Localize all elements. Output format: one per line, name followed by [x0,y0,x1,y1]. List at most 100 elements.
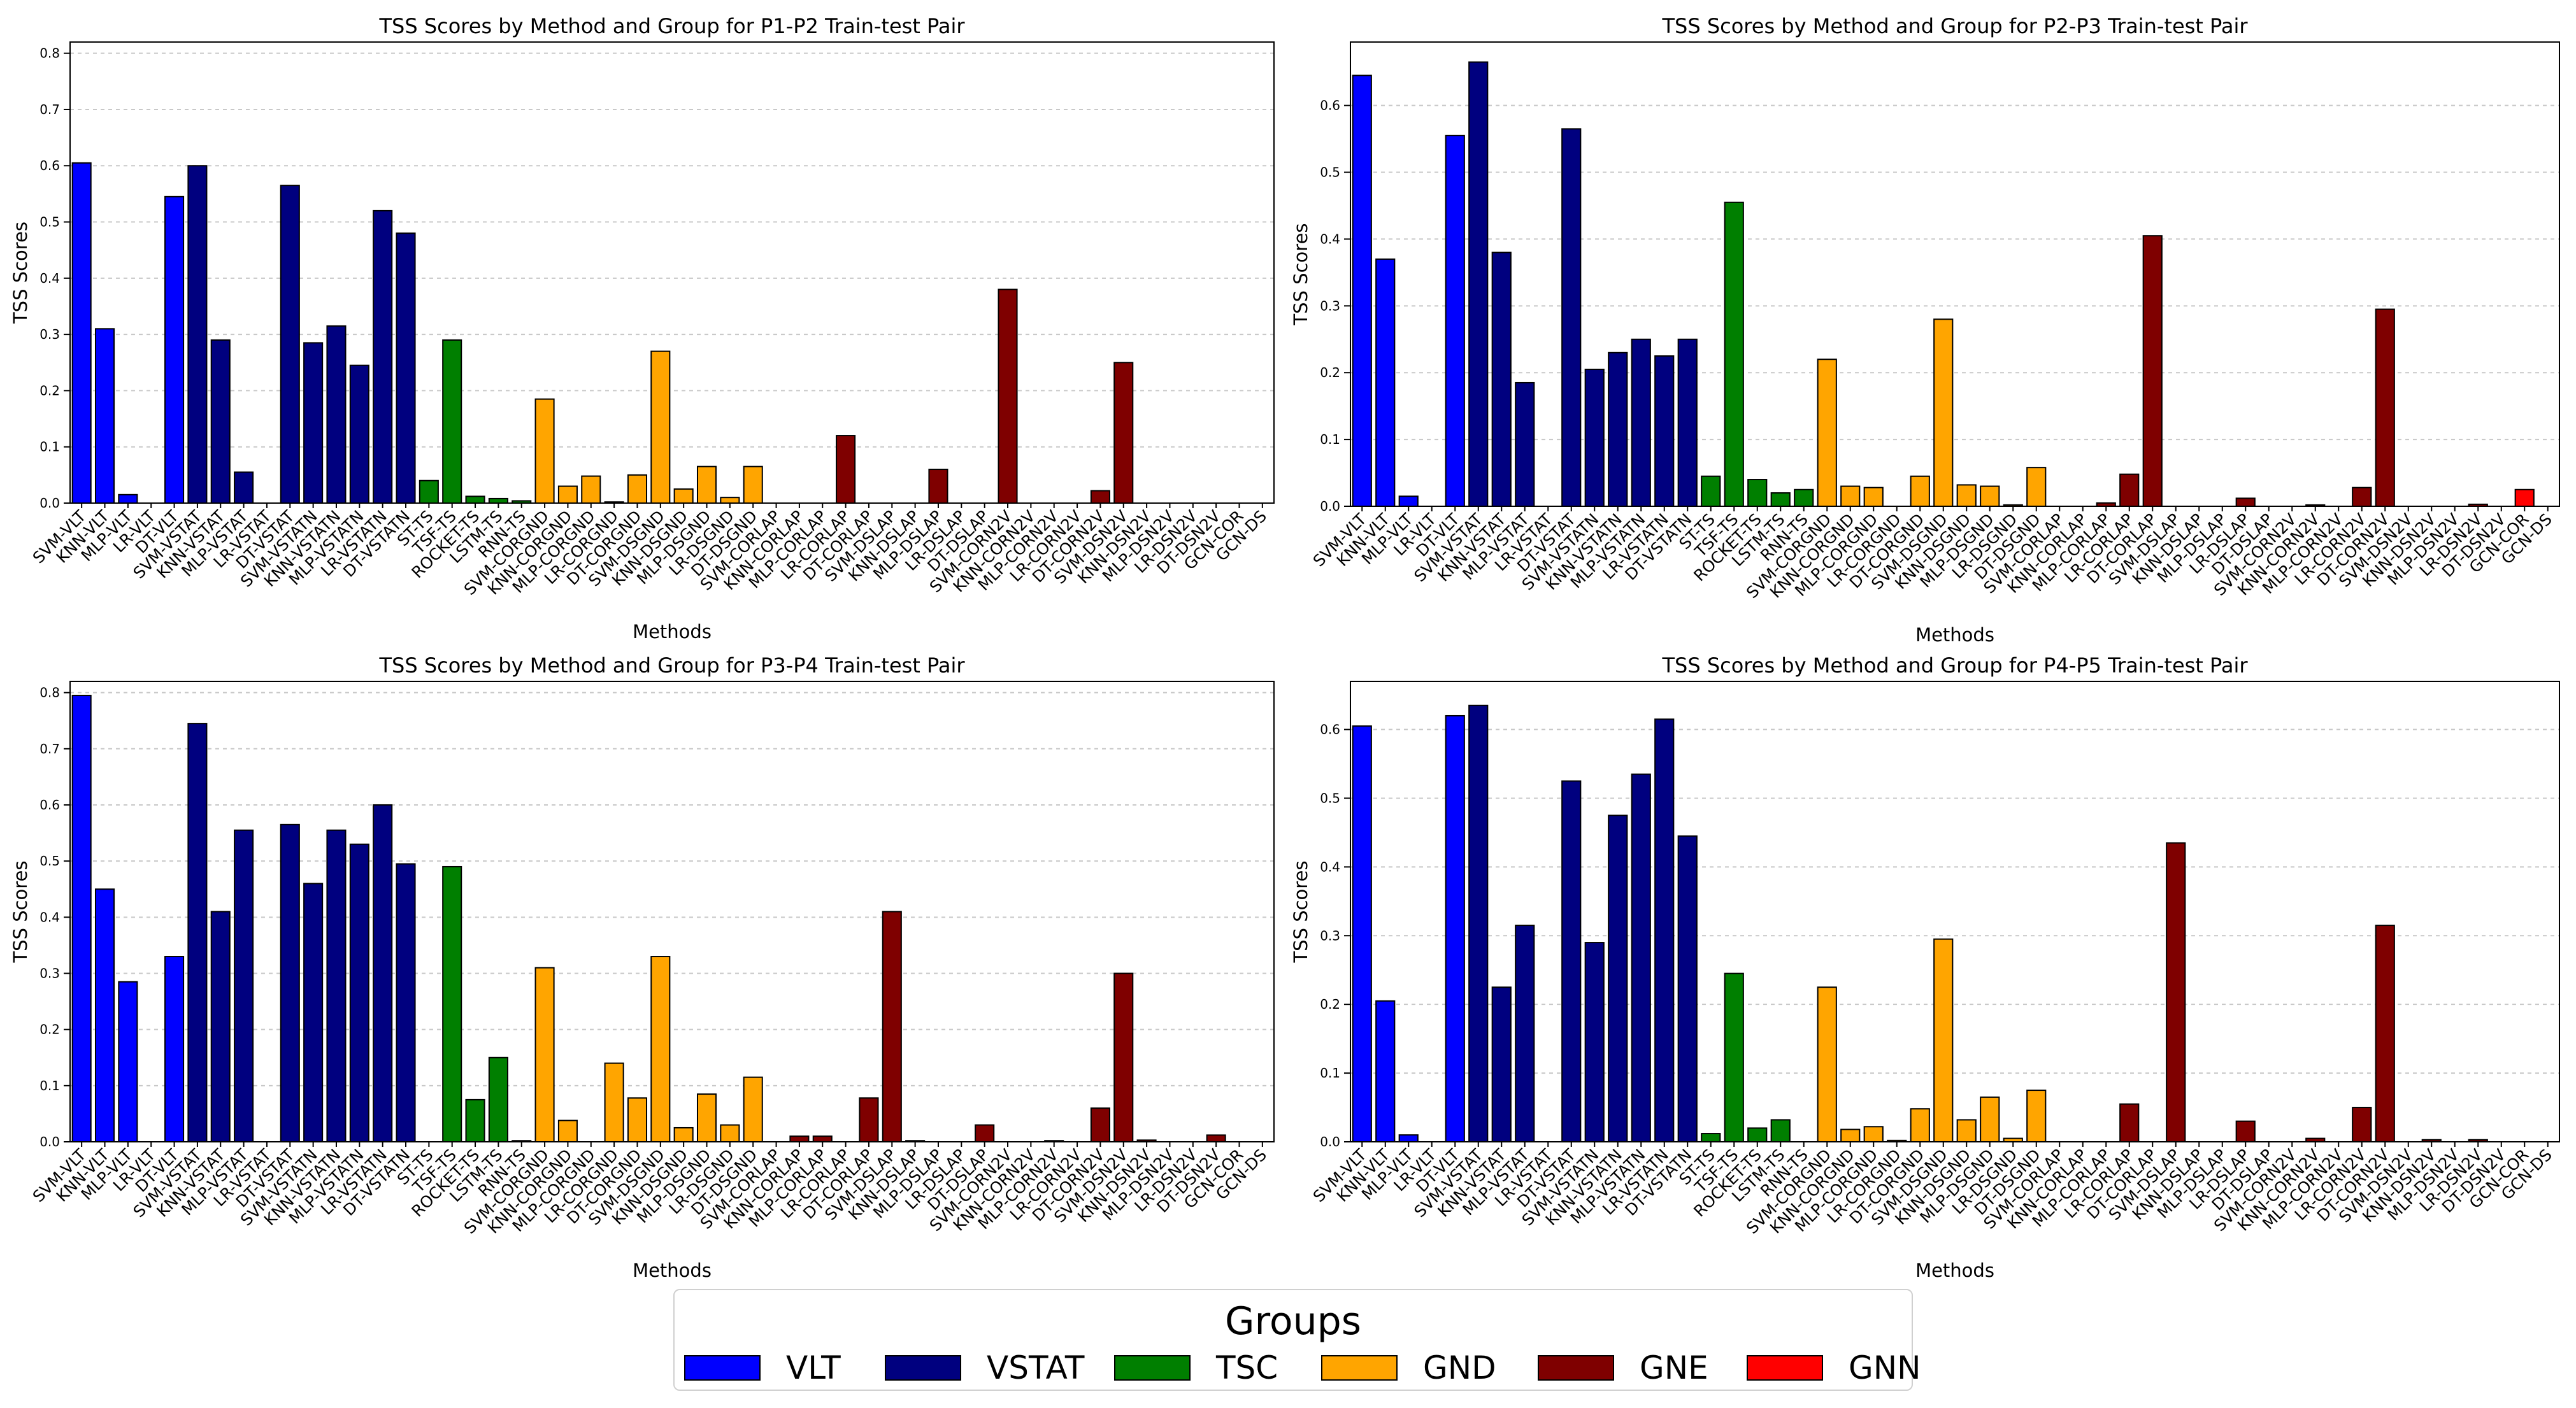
y-tick-label: 0.1 [1320,432,1340,447]
bar-tsf-ts [1724,972,1744,1142]
bar-dt-vstat [1561,128,1582,507]
bar-lstm-ts [488,497,508,504]
bar-rocket-ts [1747,479,1768,507]
bar-svm-vstatn [303,883,324,1143]
y-tick-label: 0.3 [39,327,60,342]
bar-knn-corgnd [1840,1128,1861,1143]
bar-lr-vstatn [373,804,393,1142]
y-tick-label: 0.5 [39,215,60,230]
bar-svm-vlt [1352,725,1372,1143]
y-tick-label: 0.6 [39,797,60,813]
bar-mlp-vstat [234,471,254,504]
y-tick-label: 0.0 [1320,499,1340,514]
bar-knn-vlt [94,328,115,504]
bar-mlp-vlt [1398,1134,1419,1143]
bar-svm-vlt [71,162,92,504]
bar-lr-dslap [2235,497,2256,508]
y-tick-label: 0.0 [39,495,60,511]
bar-knn-corgnd [1840,485,1861,507]
bar-svm-dsn2v [1113,362,1134,504]
bar-lr-corn2v [2352,487,2372,507]
bar-knn-vstatn [1608,814,1628,1143]
legend-swatch-gnd [1321,1355,1398,1381]
bar-svm-dslap [2166,842,2186,1143]
bar-knn-dsgnd [1956,484,1977,507]
bar-lr-corlap [2119,473,2140,507]
bar-dt-corn2v [1090,1107,1110,1142]
bar-mlp-dsgnd [696,1093,717,1143]
chart-title: TSS Scores by Method and Group for P2-P3… [1661,14,2248,38]
y-tick-label: 0.2 [1320,365,1340,380]
legend-swatch-vstat [885,1355,961,1381]
legend-swatch-vlt [684,1355,761,1381]
legend-item-vstat: VSTAT [885,1349,1084,1386]
bar-lr-vstatn [373,210,393,504]
y-tick-label: 0.6 [1320,722,1340,737]
bar-svm-dsn2v [1113,972,1134,1142]
bar-tsf-ts [1724,201,1744,507]
bar-svm-vstat [187,723,208,1142]
bar-dt-vlt [1445,715,1465,1142]
bar-svm-corgnd [1817,359,1837,508]
y-tick-label: 0.4 [39,271,60,286]
legend-swatch-tsc [1114,1355,1191,1381]
y-tick-label: 0.5 [39,853,60,869]
bar-dt-corgnd [627,1097,648,1142]
bar-dt-corgnd [1910,1108,1930,1143]
bar-mlp-vstatn [349,364,369,504]
plot-frame [69,681,1275,1142]
legend-label-gnd: GND [1423,1349,1496,1386]
bar-svm-dsgnd [650,350,671,504]
y-tick-label: 0.1 [39,439,60,455]
y-tick-label: 0.6 [39,158,60,173]
bar-mlp-vstatn [1631,773,1651,1142]
bar-rnn-ts [1794,488,1814,507]
bar-knn-vlt [1375,1000,1396,1142]
bar-rocket-ts [1747,1127,1768,1143]
bar-dt-dsgnd [2026,467,2047,508]
legend-item-gnd: GND [1321,1349,1496,1386]
legend-label-vlt: VLT [786,1349,841,1386]
bar-svm-vstat [1468,704,1489,1142]
bar-lr-corgnd [604,1062,624,1143]
bar-lr-vstatn [1654,355,1675,507]
legend-item-tsc: TSC [1114,1349,1278,1386]
y-tick-label: 0.0 [1320,1134,1340,1149]
y-tick-label: 0.7 [39,102,60,117]
bar-dt-vstatn [1677,338,1698,507]
x-axis-label: Methods [1915,624,1994,646]
bar-dt-vstat [1561,780,1582,1142]
bar-dt-vstat [280,823,300,1142]
y-tick-label: 0.1 [39,1078,60,1093]
bar-dt-vstat [280,185,300,504]
bar-dt-vlt [164,196,185,504]
bar-knn-dsgnd [673,488,694,504]
bar-knn-corgnd [557,485,578,504]
bar-lr-dslap [2235,1120,2256,1142]
bar-svm-corgnd [534,967,555,1143]
chart-title: TSS Scores by Method and Group for P4-P5… [1661,653,2248,678]
bar-mlp-vlt [118,981,138,1142]
y-tick-label: 0.3 [1320,298,1340,313]
bar-svm-vstat [1468,61,1489,507]
bar-knn-dsgnd [1956,1119,1977,1142]
bar-mlp-vstatn [349,843,369,1142]
bar-svm-dsgnd [1933,318,1954,507]
y-tick-label: 0.6 [1320,98,1340,113]
bar-dt-dsgnd [743,466,763,504]
bar-svm-vstatn [303,342,324,504]
bar-dt-corlap [859,1097,879,1142]
bar-svm-corgnd [1817,986,1837,1143]
bar-svm-dsgnd [1933,938,1954,1142]
bar-gcn-cor [2514,488,2535,507]
bar-rocket-ts [465,1099,485,1142]
bar-svm-vstatn [1584,942,1605,1142]
legend-label-gnn: GNN [1849,1349,1921,1386]
chart-title: TSS Scores by Method and Group for P3-P4… [378,653,965,678]
chart-1: 0.00.10.20.30.40.50.60.70.8SVM-VLTKNN-VL… [10,14,1275,643]
legend-label-tsc: TSC [1216,1349,1278,1386]
bar-knn-corgnd [557,1120,578,1142]
y-axis-label: TSS Scores [1290,223,1312,325]
bar-dt-corn2v [2375,925,2395,1142]
bar-dt-corn2v [1090,490,1110,504]
